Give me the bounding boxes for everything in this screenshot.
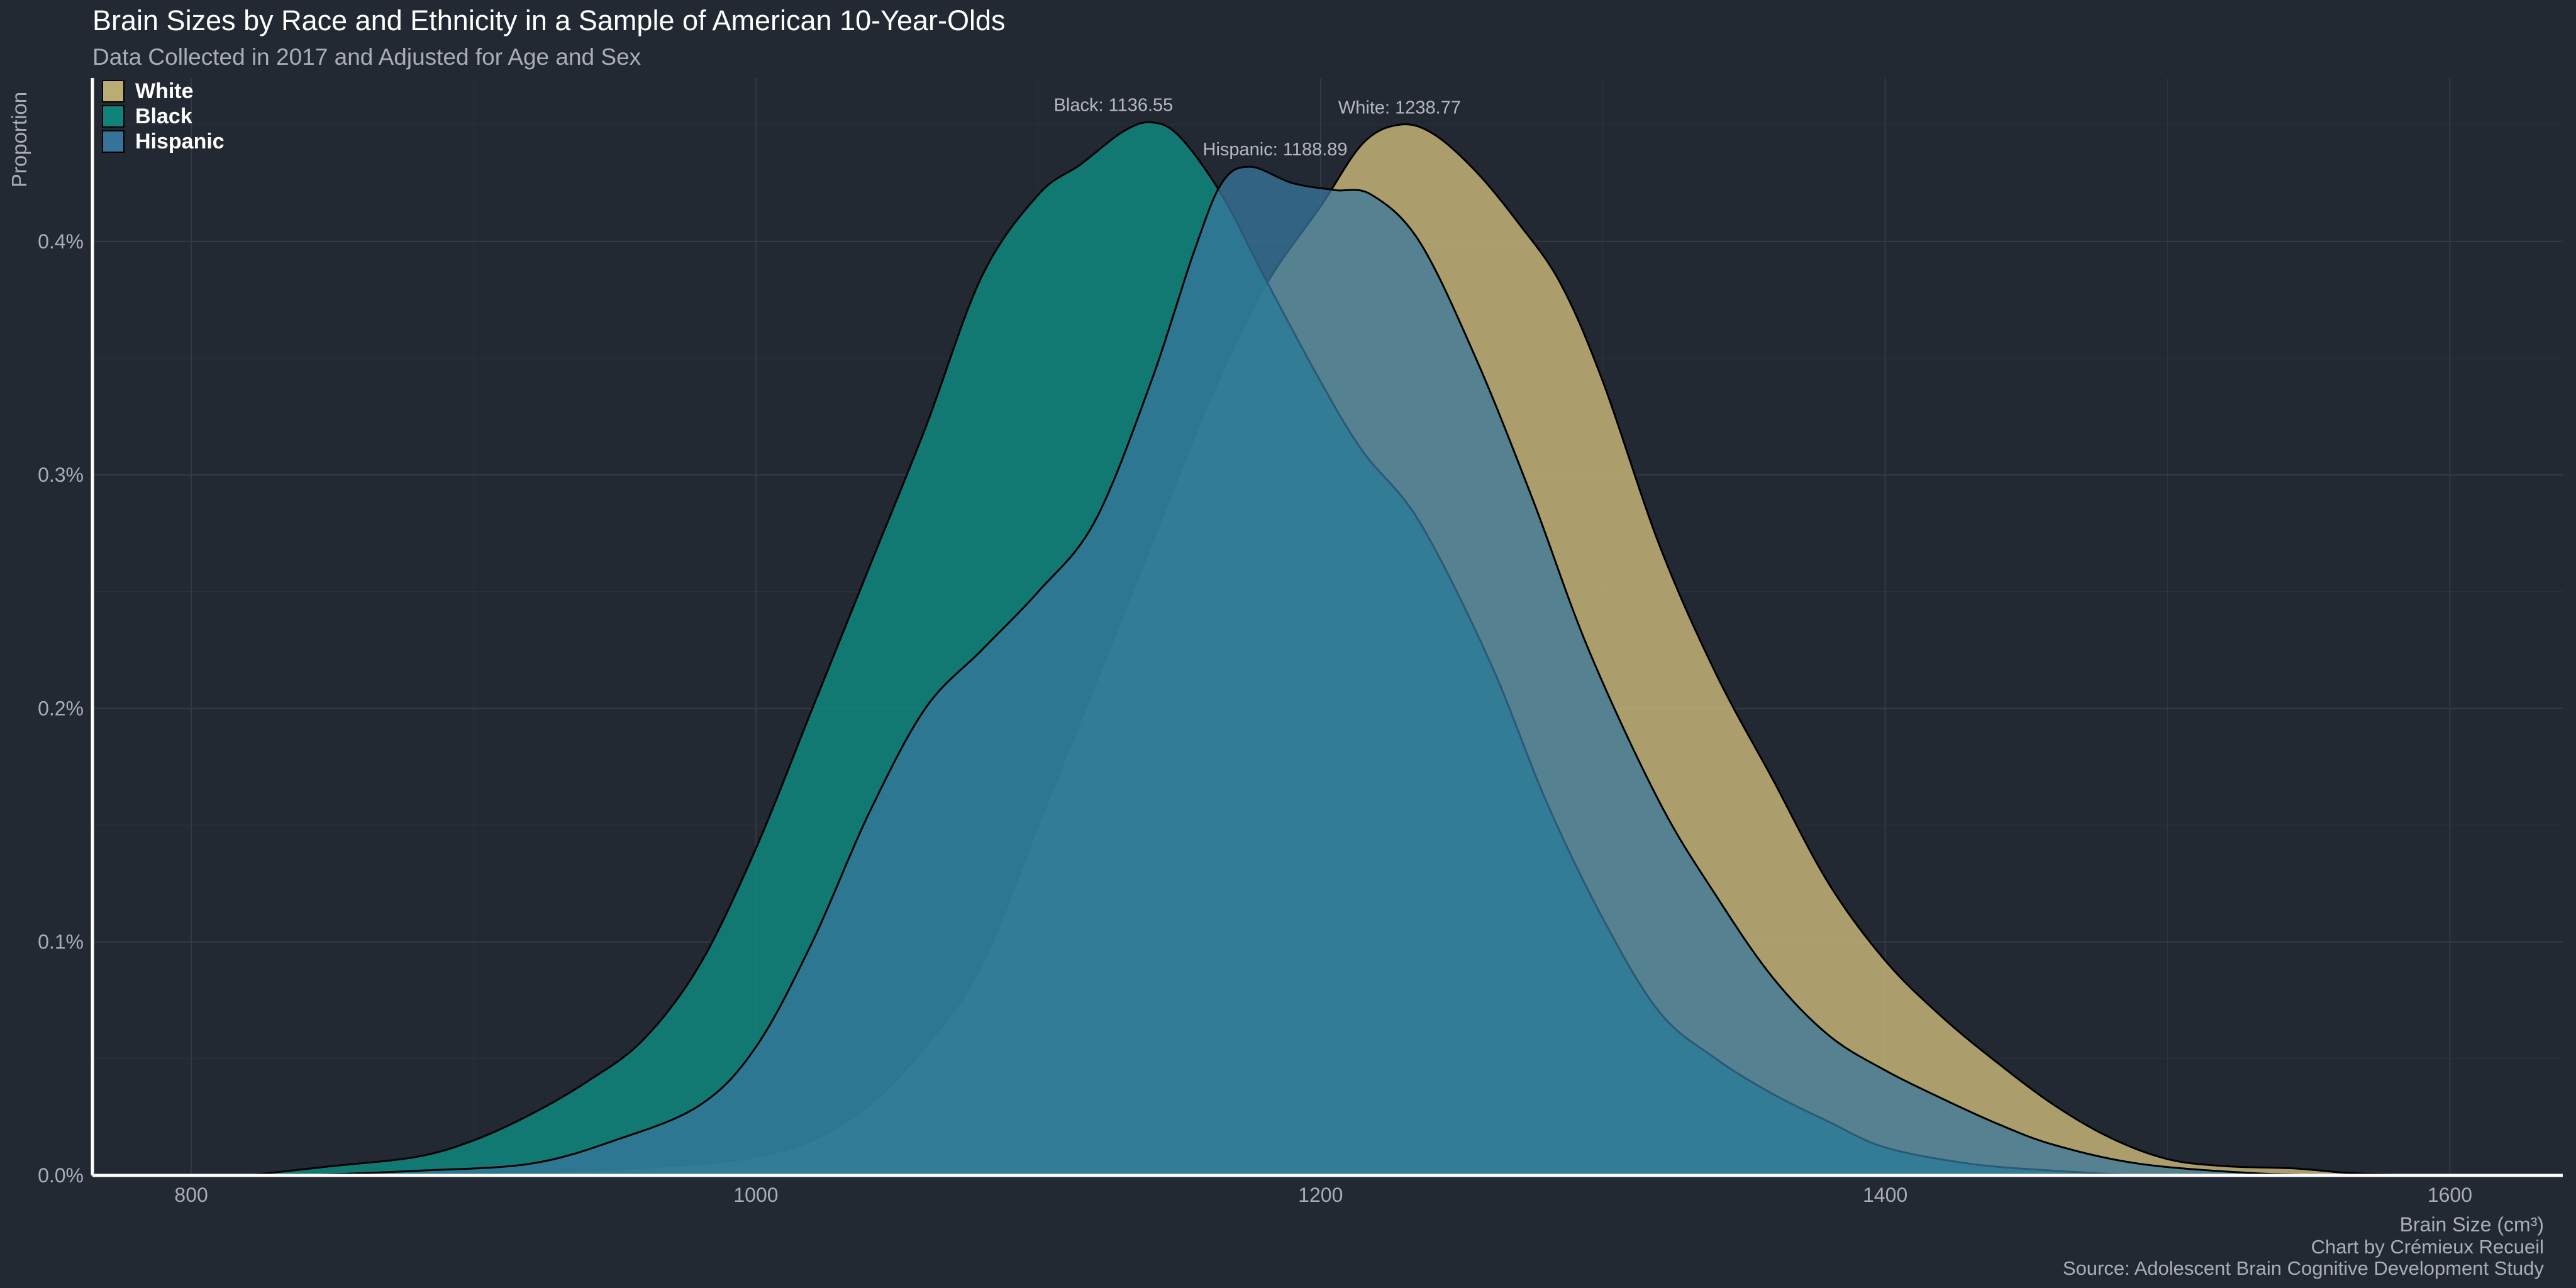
- y-tick-label: 0.2%: [38, 697, 84, 719]
- x-tick-label: 1000: [733, 1184, 778, 1206]
- legend-label-black: Black: [135, 104, 192, 128]
- caption-source: Source: Adolescent Brain Cognitive Devel…: [2063, 1257, 2545, 1279]
- legend-label-hispanic: Hispanic: [135, 130, 225, 153]
- caption-credit: Chart by Crémieux Recueil: [2311, 1236, 2544, 1258]
- x-tick-label: 1600: [2428, 1184, 2472, 1206]
- legend-label-white: White: [135, 79, 194, 103]
- legend-swatch-black: [102, 105, 125, 128]
- density-areas: [247, 121, 2423, 1177]
- y-tick-label: 0.3%: [38, 464, 84, 486]
- mean-label-black: Black: 1136.55: [1054, 96, 1174, 116]
- mean-label-white: White: 1238.77: [1338, 97, 1461, 118]
- y-tick-label: 0.1%: [38, 931, 84, 953]
- x-tick-label: 800: [174, 1184, 208, 1206]
- x-tick-label: 1400: [1863, 1184, 1907, 1206]
- mean-labels: White: 1238.77 Black: 1136.55 Hispanic: 11…: [1054, 96, 1461, 160]
- chart-subtitle: Data Collected in 2017 and Adjusted for …: [92, 44, 641, 70]
- y-tick-label: 0.0%: [38, 1164, 84, 1187]
- ticks: 800 1000 1200 1400 1600 0.0% 0.1% 0.2% 0.3% 0.4%: [38, 230, 2472, 1206]
- axes: [91, 78, 2563, 1177]
- mean-label-hispanic: Hispanic: 1188.89: [1203, 140, 1348, 160]
- x-axis-title: Brain Size (cm³): [2400, 1213, 2544, 1236]
- x-tick-label: 1200: [1298, 1184, 1343, 1206]
- y-axis-title: Proportion: [8, 92, 31, 187]
- chart-title: Brain Sizes by Race and Ethnicity in a S…: [92, 4, 1006, 36]
- legend-swatch-hispanic: [102, 130, 125, 153]
- legend-swatch-white: [102, 80, 125, 103]
- y-tick-label: 0.4%: [38, 230, 84, 253]
- density-area-hispanic: [303, 165, 2338, 1177]
